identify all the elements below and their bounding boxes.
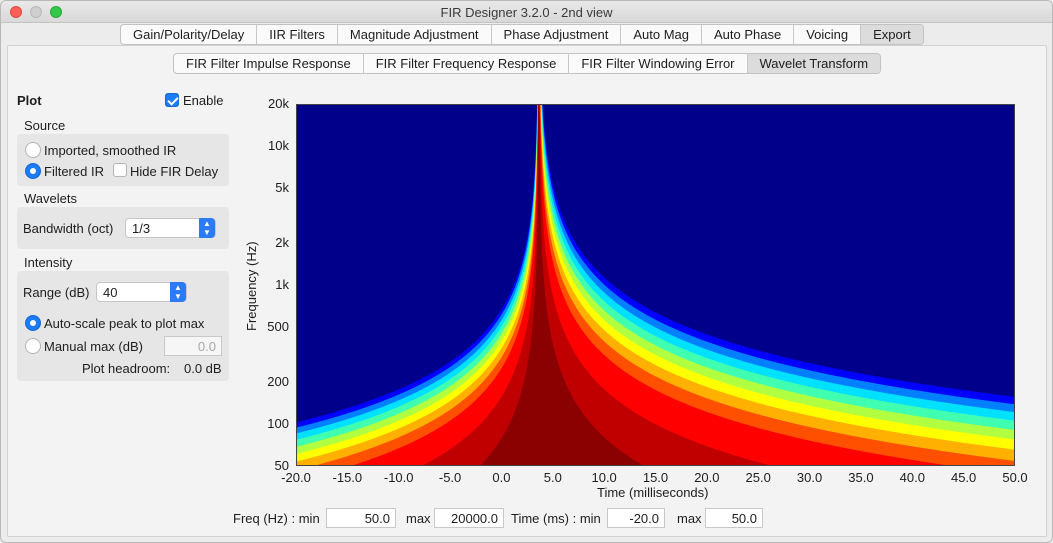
- wavelets-group: Bandwidth (oct) 1/3 ▲ ▼: [17, 207, 229, 249]
- bandwidth-label: Bandwidth (oct): [23, 221, 114, 236]
- tab-export[interactable]: Export: [860, 25, 923, 44]
- heatmap-intensity-band: [354, 105, 945, 465]
- x-tick-label: 20.0: [694, 470, 720, 485]
- x-axis-label: Time (milliseconds): [597, 485, 709, 500]
- hide-fir-delay-checkbox[interactable]: [113, 163, 127, 177]
- x-tick-label: 40.0: [899, 470, 925, 485]
- subtab-fir-filter-frequency-response[interactable]: FIR Filter Frequency Response: [362, 54, 569, 73]
- time-range-label: Time (ms) : min: [511, 511, 601, 526]
- y-tick-label: 20k: [268, 96, 289, 111]
- manual-max-field[interactable]: 0.0: [164, 336, 222, 356]
- heatmap-intensity-band: [297, 105, 1014, 465]
- y-tick-label: 100: [267, 416, 289, 432]
- source-section-label: Source: [24, 118, 66, 133]
- tab-auto-phase[interactable]: Auto Phase: [701, 25, 793, 44]
- close-window-button[interactable]: [10, 6, 22, 18]
- main-tab-bar: Gain/Polarity/Delay IIR Filters Magnitude …: [120, 24, 924, 45]
- y-tick-label: 200: [267, 374, 289, 390]
- freq-range-label: Freq (Hz) : min: [233, 511, 320, 526]
- heatmap-intensity-band: [481, 105, 643, 465]
- x-tick-label: 0.0: [492, 470, 511, 485]
- y-tick-label: 50: [274, 458, 289, 473]
- plot-section-label: Plot: [17, 93, 42, 108]
- y-tick-label: 1k: [275, 277, 289, 292]
- subtab-wavelet-transform[interactable]: Wavelet Transform: [746, 54, 881, 73]
- source-filtered-label[interactable]: Filtered IR: [44, 164, 104, 179]
- freq-min-field[interactable]: 50.0: [326, 508, 396, 528]
- x-tick-label: 35.0: [848, 470, 874, 485]
- intensity-section-label: Intensity: [24, 255, 73, 270]
- subtab-fir-filter-windowing-error[interactable]: FIR Filter Windowing Error: [568, 54, 746, 73]
- minimize-window-button[interactable]: [30, 6, 42, 18]
- range-value: 40: [103, 285, 118, 300]
- tab-auto-mag[interactable]: Auto Mag: [620, 25, 701, 44]
- x-tick-label: -10.0: [383, 470, 414, 485]
- x-tick-label: 15.0: [642, 470, 669, 485]
- tab-phase-adjustment[interactable]: Phase Adjustment: [490, 25, 621, 44]
- headroom-label: Plot headroom:: [82, 361, 171, 376]
- range-label: Range (dB): [23, 285, 90, 300]
- x-tick-label: 5.0: [543, 470, 562, 485]
- x-tick-label: -5.0: [438, 470, 462, 485]
- heatmap-intensity-band: [423, 105, 769, 465]
- tab-gain-polarity-delay[interactable]: Gain/Polarity/Delay: [133, 27, 245, 42]
- autoscale-label[interactable]: Auto-scale peak to plot max: [44, 316, 205, 331]
- source-filtered-radio[interactable]: [25, 163, 41, 179]
- tab-voicing[interactable]: Voicing: [793, 25, 860, 44]
- x-tick-label: -20.0: [281, 470, 311, 485]
- wavelet-heatmap-plot[interactable]: [296, 104, 1015, 466]
- x-tick-label: 10.0: [591, 470, 617, 485]
- time-max-field[interactable]: 50.0: [705, 508, 763, 528]
- tab-iir-filters[interactable]: IIR Filters: [256, 25, 337, 44]
- source-imported-radio[interactable]: [25, 142, 41, 158]
- x-tick-label: 30.0: [796, 470, 823, 485]
- x-tick-label: 25.0: [745, 470, 771, 485]
- y-tick-label: 10k: [268, 137, 289, 153]
- tab-magnitude-adjustment[interactable]: Magnitude Adjustment: [336, 25, 491, 44]
- x-tick-label: -15.0: [332, 470, 363, 485]
- title-bar: FIR Designer 3.2.0 - 2nd view: [1, 1, 1052, 23]
- source-group: Imported, smoothed IR Filtered IR Hide F…: [17, 134, 229, 186]
- hide-fir-delay-label[interactable]: Hide FIR Delay: [130, 164, 219, 179]
- manual-max-radio[interactable]: [25, 338, 41, 354]
- headroom-value: 0.0 dB: [184, 361, 222, 376]
- autoscale-radio[interactable]: [25, 315, 41, 331]
- manual-max-label[interactable]: Manual max (dB): [44, 339, 143, 354]
- zoom-window-button[interactable]: [50, 6, 62, 18]
- bandwidth-stepper-icon[interactable]: ▲ ▼: [199, 218, 215, 238]
- x-tick-label: 50.0: [1002, 470, 1028, 485]
- y-tick-label: 500: [267, 318, 289, 334]
- intensity-group: Range (dB) 40 ▲ ▼ Auto-scale peak to plot…: [17, 271, 229, 381]
- wavelet-heatmap-svg: [297, 105, 1014, 465]
- y-tick-label: 2k: [275, 235, 289, 251]
- range-select[interactable]: 40 ▲ ▼: [96, 282, 187, 302]
- bandwidth-value: 1/3: [132, 221, 151, 236]
- sub-tab-bar: FIR Filter Impulse Response FIR Filter Fr…: [173, 53, 882, 74]
- subtab-fir-filter-impulse-response[interactable]: FIR Filter Impulse Response: [186, 56, 351, 71]
- heatmap-intensity-band: [317, 105, 1014, 465]
- wavelets-section-label: Wavelets: [24, 191, 77, 206]
- range-stepper-icon[interactable]: ▲ ▼: [170, 282, 186, 302]
- y-tick-label: 5k: [275, 179, 289, 195]
- bandwidth-select[interactable]: 1/3 ▲ ▼: [125, 218, 216, 238]
- time-min-field[interactable]: -20.0: [607, 508, 665, 528]
- enable-checkbox[interactable]: [165, 93, 179, 107]
- time-max-label: max: [677, 511, 702, 526]
- freq-max-field[interactable]: 20000.0: [434, 508, 504, 528]
- source-imported-label[interactable]: Imported, smoothed IR: [44, 143, 177, 158]
- freq-max-label: max: [406, 511, 431, 526]
- window-title: FIR Designer 3.2.0 - 2nd view: [440, 5, 613, 20]
- x-tick-label: 45.0: [950, 470, 977, 485]
- enable-label[interactable]: Enable: [183, 93, 224, 108]
